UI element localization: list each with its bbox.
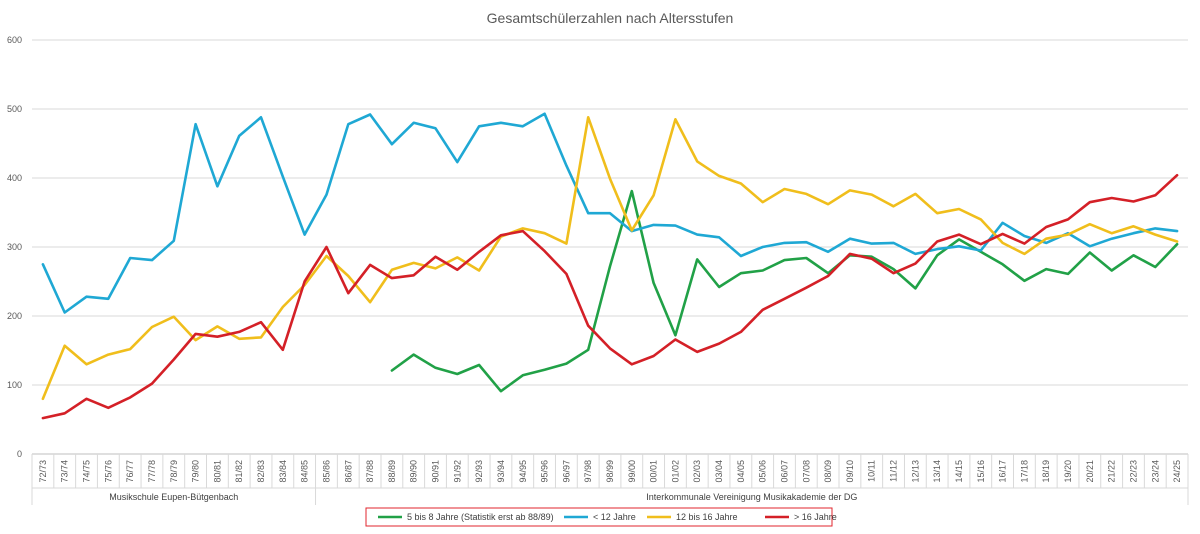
x-tick-label: 03/04 bbox=[714, 460, 724, 483]
x-tick-label: 99/00 bbox=[627, 460, 637, 483]
x-tick-label: 09/10 bbox=[845, 460, 855, 483]
x-tick-label: 79/80 bbox=[191, 460, 201, 483]
x-tick-label: 87/88 bbox=[365, 460, 375, 483]
x-tick-label: 08/09 bbox=[823, 460, 833, 483]
x-tick-label: 16/17 bbox=[998, 460, 1008, 483]
x-tick-label: 21/22 bbox=[1107, 460, 1117, 483]
x-tick-label: 72/73 bbox=[38, 460, 48, 483]
x-tick-label: 84/85 bbox=[300, 460, 310, 483]
x-tick-label: 78/79 bbox=[169, 460, 179, 483]
x-tick-label: 20/21 bbox=[1085, 460, 1095, 483]
x-tick-label: 80/81 bbox=[212, 460, 222, 483]
y-tick-label: 100 bbox=[7, 380, 22, 390]
y-tick-label: 600 bbox=[7, 35, 22, 45]
series-lines bbox=[41, 112, 1179, 420]
y-tick-label: 400 bbox=[7, 173, 22, 183]
x-tick-label: 76/77 bbox=[125, 460, 135, 483]
x-tick-label: 85/86 bbox=[321, 460, 331, 483]
x-tick-label: 18/19 bbox=[1041, 460, 1051, 483]
x-tick-label: 14/15 bbox=[954, 460, 964, 483]
x-tick-label: 92/93 bbox=[474, 460, 484, 483]
gridlines bbox=[32, 39, 1188, 455]
x-tick-label: 23/24 bbox=[1150, 460, 1160, 483]
x-tick-label: 96/97 bbox=[561, 460, 571, 483]
x-tick-label: 91/92 bbox=[452, 460, 462, 483]
x-tick-label: 94/95 bbox=[518, 460, 528, 483]
x-tick-label: 06/07 bbox=[779, 460, 789, 483]
y-axis: 0 100 200 300 400 500 600 bbox=[7, 35, 22, 459]
x-tick-label: 24/25 bbox=[1172, 460, 1182, 483]
group-label: Musikschule Eupen-Bütgenbach bbox=[109, 492, 238, 502]
x-tick-label: 01/02 bbox=[670, 460, 680, 483]
x-tick-label: 12/13 bbox=[910, 460, 920, 483]
x-tick-label: 73/74 bbox=[60, 460, 70, 483]
legend-entry: < 12 Jahre bbox=[593, 512, 636, 522]
x-tick-label: 95/96 bbox=[540, 460, 550, 483]
x-tick-label: 00/01 bbox=[649, 460, 659, 483]
x-axis: 72/73 73/74 74/75 75/76 76/77 77/78 78/79 79/80… bbox=[31, 454, 1189, 505]
x-tick-label: 97/98 bbox=[583, 460, 593, 483]
x-tick-label: 74/75 bbox=[82, 460, 92, 483]
x-tick-label: 10/11 bbox=[867, 460, 877, 482]
x-tick-label: 93/94 bbox=[496, 460, 506, 483]
x-tick-label: 04/05 bbox=[736, 460, 746, 483]
group-label: Interkommunale Vereinigung Musikakademie… bbox=[646, 492, 857, 502]
x-tick-label: 07/08 bbox=[801, 460, 811, 483]
x-tick-label: 75/76 bbox=[103, 460, 113, 483]
x-tick-label: 82/83 bbox=[256, 460, 266, 483]
legend-entry: > 16 Jahre bbox=[794, 512, 837, 522]
chart-title: Gesamtschülerzahlen nach Altersstufen bbox=[487, 10, 734, 26]
x-tick-label: 13/14 bbox=[932, 460, 942, 483]
x-tick-label: 22/23 bbox=[1128, 460, 1138, 483]
x-tick-label: 83/84 bbox=[278, 460, 288, 483]
x-tick-label: 15/16 bbox=[976, 460, 986, 483]
x-tick-label: 02/03 bbox=[692, 460, 702, 483]
legend: 5 bis 8 Jahre (Statistik erst ab 88/89) <… bbox=[365, 507, 837, 527]
series-line bbox=[390, 189, 1179, 393]
x-tick-label: 86/87 bbox=[343, 460, 353, 483]
y-tick-label: 0 bbox=[17, 449, 22, 459]
series-line bbox=[41, 116, 1179, 401]
series-line bbox=[41, 112, 1179, 314]
x-tick-label: 11/12 bbox=[889, 460, 899, 482]
y-tick-label: 500 bbox=[7, 104, 22, 114]
x-tick-label: 88/89 bbox=[387, 460, 397, 483]
legend-entry: 12 bis 16 Jahre bbox=[676, 512, 738, 522]
y-tick-label: 300 bbox=[7, 242, 22, 252]
x-tick-label: 98/99 bbox=[605, 460, 615, 483]
series-line bbox=[41, 173, 1179, 420]
x-tick-label: 77/78 bbox=[147, 460, 157, 483]
x-tick-label: 19/20 bbox=[1063, 460, 1073, 483]
x-tick-label: 05/06 bbox=[758, 460, 768, 483]
legend-entry: 5 bis 8 Jahre (Statistik erst ab 88/89) bbox=[407, 512, 554, 522]
x-tick-label: 17/18 bbox=[1019, 460, 1029, 483]
x-tick-label: 89/90 bbox=[409, 460, 419, 483]
x-tick-label: 81/82 bbox=[234, 460, 244, 483]
legend-box bbox=[365, 507, 833, 527]
y-tick-label: 200 bbox=[7, 311, 22, 321]
x-tick-label: 90/91 bbox=[431, 460, 441, 483]
